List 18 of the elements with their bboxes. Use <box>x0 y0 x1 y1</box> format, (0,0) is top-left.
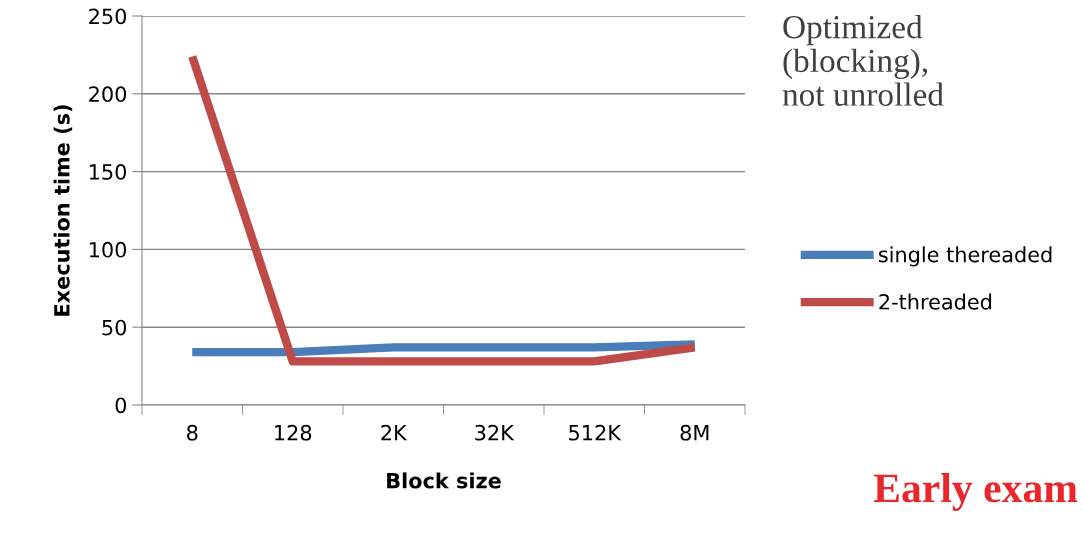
x-tick-label: 32K <box>475 424 515 441</box>
text: Early exam <box>873 473 1078 511</box>
y-tick-label: 150 <box>89 164 127 180</box>
x-tick-label: 2K <box>381 424 408 441</box>
y-tick-label: 0 <box>115 397 127 414</box>
y-axis-title: Execution time (s) <box>53 105 73 316</box>
x-tick-label: 128 <box>275 424 312 441</box>
y-tick-label: 250 <box>89 8 127 25</box>
legend-label: 2-threaded <box>879 293 992 310</box>
y-tick-label: 100 <box>89 241 127 258</box>
x-tick-label: 8M <box>680 424 709 441</box>
legend-label: single thereaded <box>878 246 1052 267</box>
x-tick-label: 8 <box>187 424 198 441</box>
y-tick-label: 50 <box>102 319 127 336</box>
x-tick-label: 512K <box>569 424 622 441</box>
x-axis-title: Block size <box>387 472 501 489</box>
y-tick-label: 200 <box>89 86 127 103</box>
text: Optimized (blocking), not unrolled <box>782 15 944 106</box>
